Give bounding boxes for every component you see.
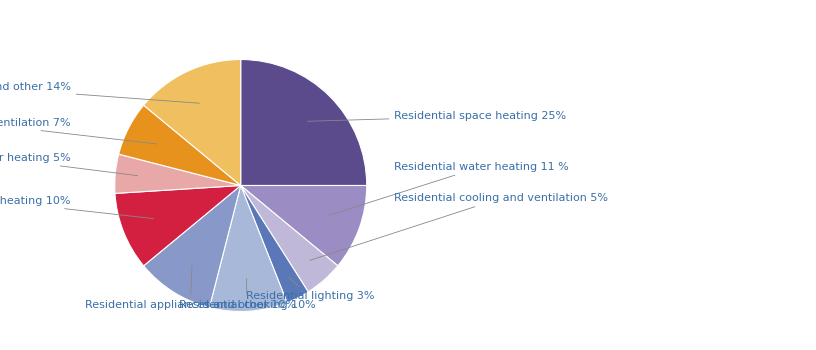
Wedge shape (241, 186, 366, 266)
Text: Services water heating 5%: Services water heating 5% (0, 153, 138, 176)
Text: Residential lighting 3%: Residential lighting 3% (246, 277, 375, 301)
Text: Residential appliances and other 10%: Residential appliances and other 10% (85, 265, 296, 310)
Text: Services lighting and other 14%: Services lighting and other 14% (0, 82, 199, 103)
Text: Residential space heating 25%: Residential space heating 25% (308, 111, 566, 121)
Text: Services space heating 10%: Services space heating 10% (0, 196, 153, 219)
Text: Residential water heating 11 %: Residential water heating 11 % (329, 162, 570, 215)
Text: Residential cooling and ventilation 5%: Residential cooling and ventilation 5% (310, 193, 609, 260)
Wedge shape (115, 186, 241, 266)
Text: Residential cooking 10%: Residential cooking 10% (179, 279, 316, 310)
Wedge shape (241, 186, 308, 303)
Wedge shape (241, 60, 366, 186)
Wedge shape (144, 186, 241, 308)
Wedge shape (144, 60, 241, 186)
Wedge shape (115, 154, 241, 194)
Wedge shape (241, 186, 338, 292)
Wedge shape (118, 105, 241, 186)
Text: Services cooling and ventilation 7%: Services cooling and ventilation 7% (0, 118, 157, 144)
Wedge shape (210, 186, 287, 312)
